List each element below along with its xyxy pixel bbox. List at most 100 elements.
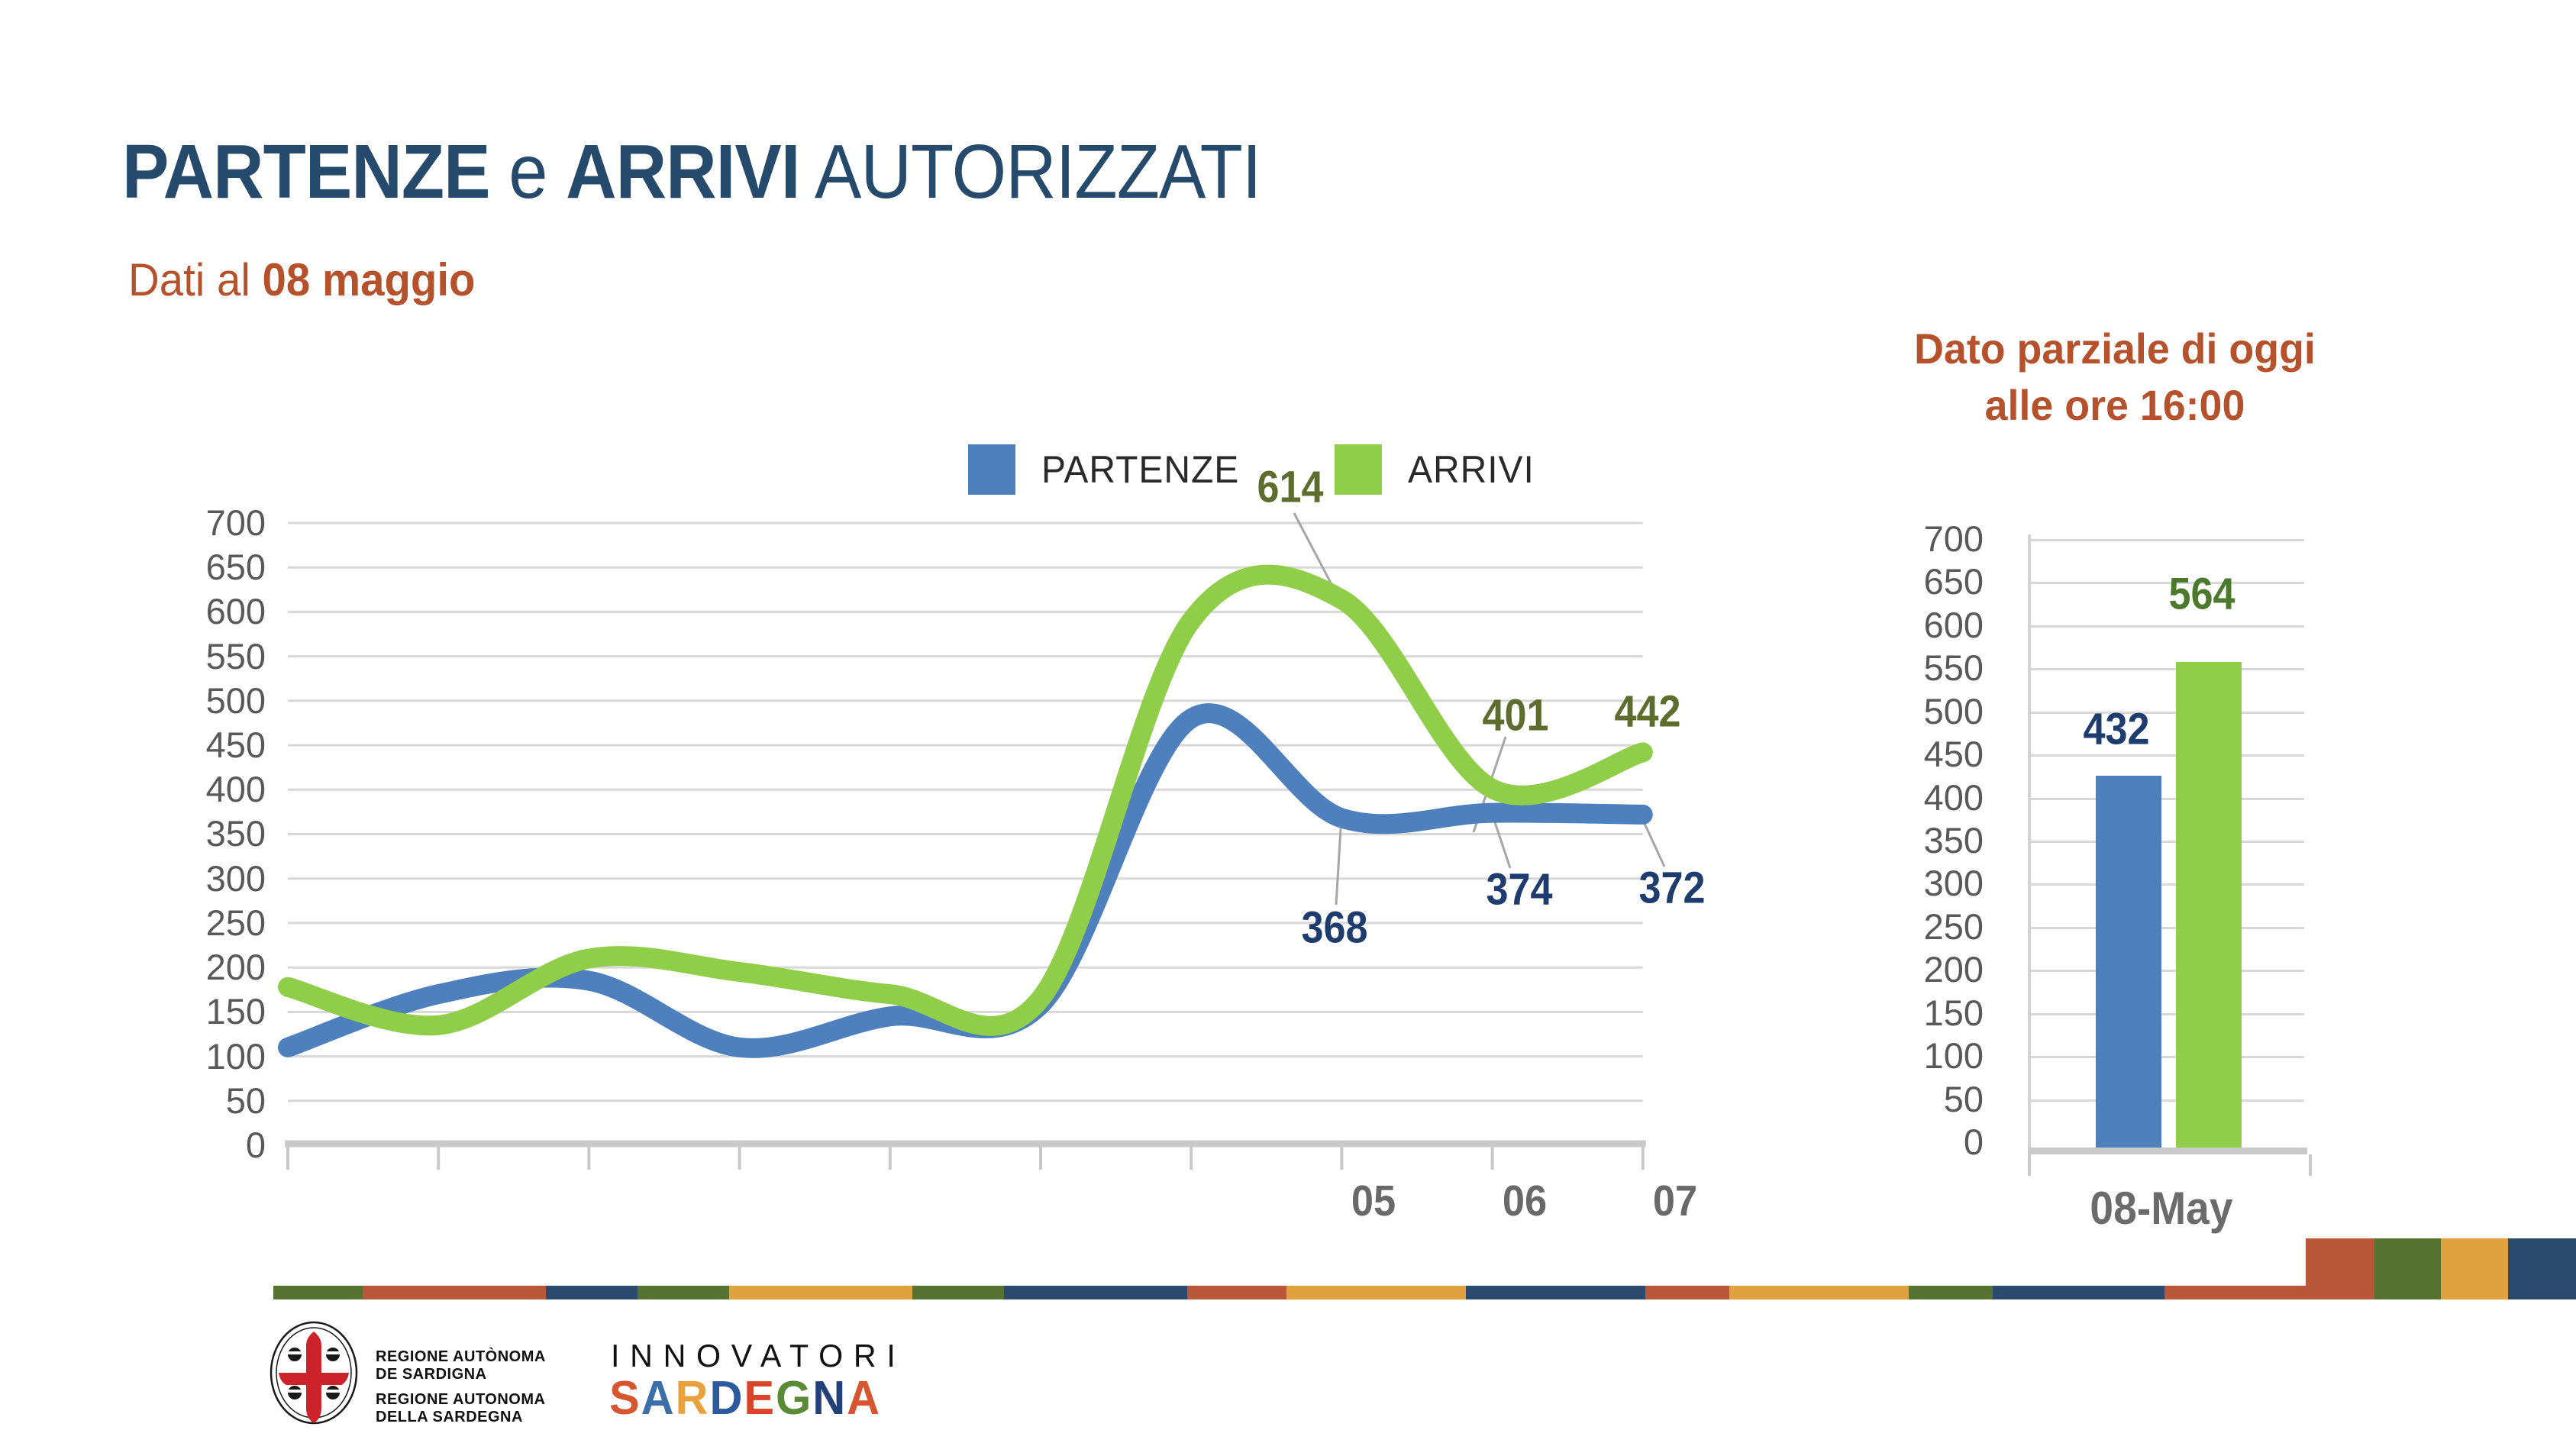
gridline [2031, 711, 2304, 714]
gridline [2031, 840, 2304, 843]
y-axis-tick-label: 0 [1963, 1122, 1984, 1162]
gridline [2031, 970, 2304, 973]
data-label-partenze: 374 [1486, 864, 1553, 915]
stripe-segment-navy [546, 1286, 638, 1299]
stripe-segment-gold [2441, 1238, 2508, 1299]
subtitle-date: Dati al 08 maggio [128, 253, 475, 306]
partial-data-title-line2: alle ore 16:00 [1984, 380, 2245, 429]
y-axis-tick-label: 700 [1923, 518, 1984, 559]
x-axis-tick-label: 07 [1652, 1177, 1697, 1225]
stripe-segment-green [638, 1286, 729, 1299]
stripe-segment-navy [1993, 1286, 2164, 1299]
x-axis-tick [2028, 1154, 2031, 1176]
y-axis-tick-label: 150 [205, 991, 266, 1032]
gridline [2031, 883, 2304, 886]
partial-data-title-line1: Dato parziale di oggi [1914, 324, 2316, 373]
decorative-stripe [273, 1238, 2576, 1299]
x-axis-tick-label: 05 [1351, 1177, 1396, 1225]
y-axis-tick-label: 550 [1923, 647, 1984, 689]
gridline [2031, 668, 2304, 671]
label-leader-line [1491, 815, 1512, 869]
stripe-segment-green [912, 1286, 1004, 1299]
sardegna-letter: A [847, 1372, 882, 1425]
data-label-arrivi: 401 [1482, 690, 1549, 741]
y-axis-tick-label: 550 [205, 635, 266, 676]
y-axis-tick-label: 500 [205, 680, 266, 721]
legend-swatch [968, 444, 1015, 495]
y-axis-tick-label: 650 [205, 547, 266, 588]
region-text-line: DE SARDIGNA [376, 1366, 487, 1383]
region-text-line: DELLA SARDEGNA [376, 1409, 523, 1425]
y-axis-tick-label: 300 [1923, 863, 1984, 904]
label-leader-line [1640, 816, 1666, 867]
stripe-segment-green [1909, 1286, 1993, 1299]
innovatori-logo-text: INNOVATORI [611, 1338, 906, 1374]
y-axis-tick-label: 600 [1923, 604, 1984, 645]
data-label-arrivi: 614 [1257, 462, 1324, 512]
stripe-segment-gold [729, 1286, 912, 1299]
y-axis-tick-label: 350 [205, 813, 266, 854]
region-logo-text: REGIONE AUTÒNOMA DE SARDIGNA REGIONE AUT… [376, 1348, 546, 1434]
y-axis-tick-label: 350 [1923, 819, 1984, 860]
y-axis-tick-label: 450 [205, 725, 266, 766]
sardegna-letter: D [709, 1372, 744, 1425]
gridline [2031, 754, 2304, 757]
subtitle-prefix: Dati al [128, 254, 263, 305]
series-line-arrivi [278, 564, 1653, 1036]
legend-item-arrivi: ARRIVI [1335, 444, 1540, 495]
gridline [2031, 582, 2304, 585]
y-axis-tick-label: 650 [1923, 561, 1984, 602]
sardegna-letter: N [812, 1372, 847, 1425]
gridline [2031, 1099, 2304, 1102]
title-word-autorizzati: AUTORIZZATI [815, 129, 1261, 215]
bar-chart-x-axis-line [2028, 1148, 2307, 1154]
x-axis-tick [2309, 1154, 2312, 1176]
stripe-segment-navy [2508, 1238, 2576, 1299]
data-label-partenze: 432 [2083, 704, 2150, 754]
y-axis-tick-label: 250 [205, 902, 266, 943]
stripe-segment-gold [1286, 1286, 1466, 1299]
x-axis-tick-label: 06 [1502, 1177, 1547, 1225]
sardegna-letter: A [641, 1372, 676, 1425]
data-label-arrivi: 442 [1614, 686, 1681, 737]
stripe-segment-navy [1004, 1286, 1187, 1299]
y-axis-tick-label: 200 [205, 947, 266, 988]
stripe-segment-navy [1466, 1286, 1645, 1299]
stripe-segment-rust [2306, 1238, 2374, 1299]
gridline [2031, 1056, 2304, 1059]
data-label-partenze: 368 [1301, 902, 1368, 953]
y-axis-tick-label: 0 [245, 1125, 266, 1165]
y-axis-tick-label: 400 [1923, 776, 1984, 818]
sardinia-crest-logo [270, 1321, 358, 1425]
bar-chart-x-label: 08-May [2090, 1183, 2233, 1234]
bar-chart-left-spine [2028, 534, 2031, 1154]
gridline [2031, 1012, 2304, 1015]
legend-label: PARTENZE [1041, 448, 1240, 491]
y-axis-tick-label: 50 [225, 1080, 266, 1121]
sardegna-logo-text: SARDEGNA [609, 1371, 881, 1425]
y-axis-tick-label: 700 [205, 502, 266, 543]
title-conjunction: e [508, 129, 547, 215]
y-axis-tick-label: 200 [1923, 949, 1984, 990]
gridline [2031, 538, 2304, 541]
stripe-segment-rust [1645, 1286, 1729, 1299]
y-axis-tick-label: 100 [1923, 1035, 1984, 1077]
sardegna-letter: S [609, 1372, 641, 1425]
page-title: PARTENZE e ARRIVI AUTORIZZATI [122, 128, 1261, 216]
y-axis-tick-label: 50 [1943, 1078, 1984, 1119]
bar-arrivi [2176, 662, 2242, 1148]
y-axis-tick-label: 600 [205, 591, 266, 632]
legend-item-partenze: PARTENZE [968, 444, 1248, 495]
gridline [2031, 797, 2304, 800]
gridline [2031, 625, 2304, 628]
y-axis-tick-label: 400 [205, 769, 266, 810]
y-axis-tick-label: 500 [1923, 690, 1984, 731]
y-axis-tick-label: 150 [1923, 992, 1984, 1033]
stripe-segment-green [2374, 1238, 2441, 1299]
partial-data-title: Dato parziale di oggi alle ore 16:00 [1836, 321, 2394, 434]
stripe-segment-rust [363, 1286, 546, 1299]
sardegna-letter: E [744, 1372, 776, 1425]
y-axis-tick-label: 300 [205, 857, 266, 899]
y-axis-tick-label: 250 [1923, 906, 1984, 947]
bar-partenze [2096, 776, 2161, 1148]
